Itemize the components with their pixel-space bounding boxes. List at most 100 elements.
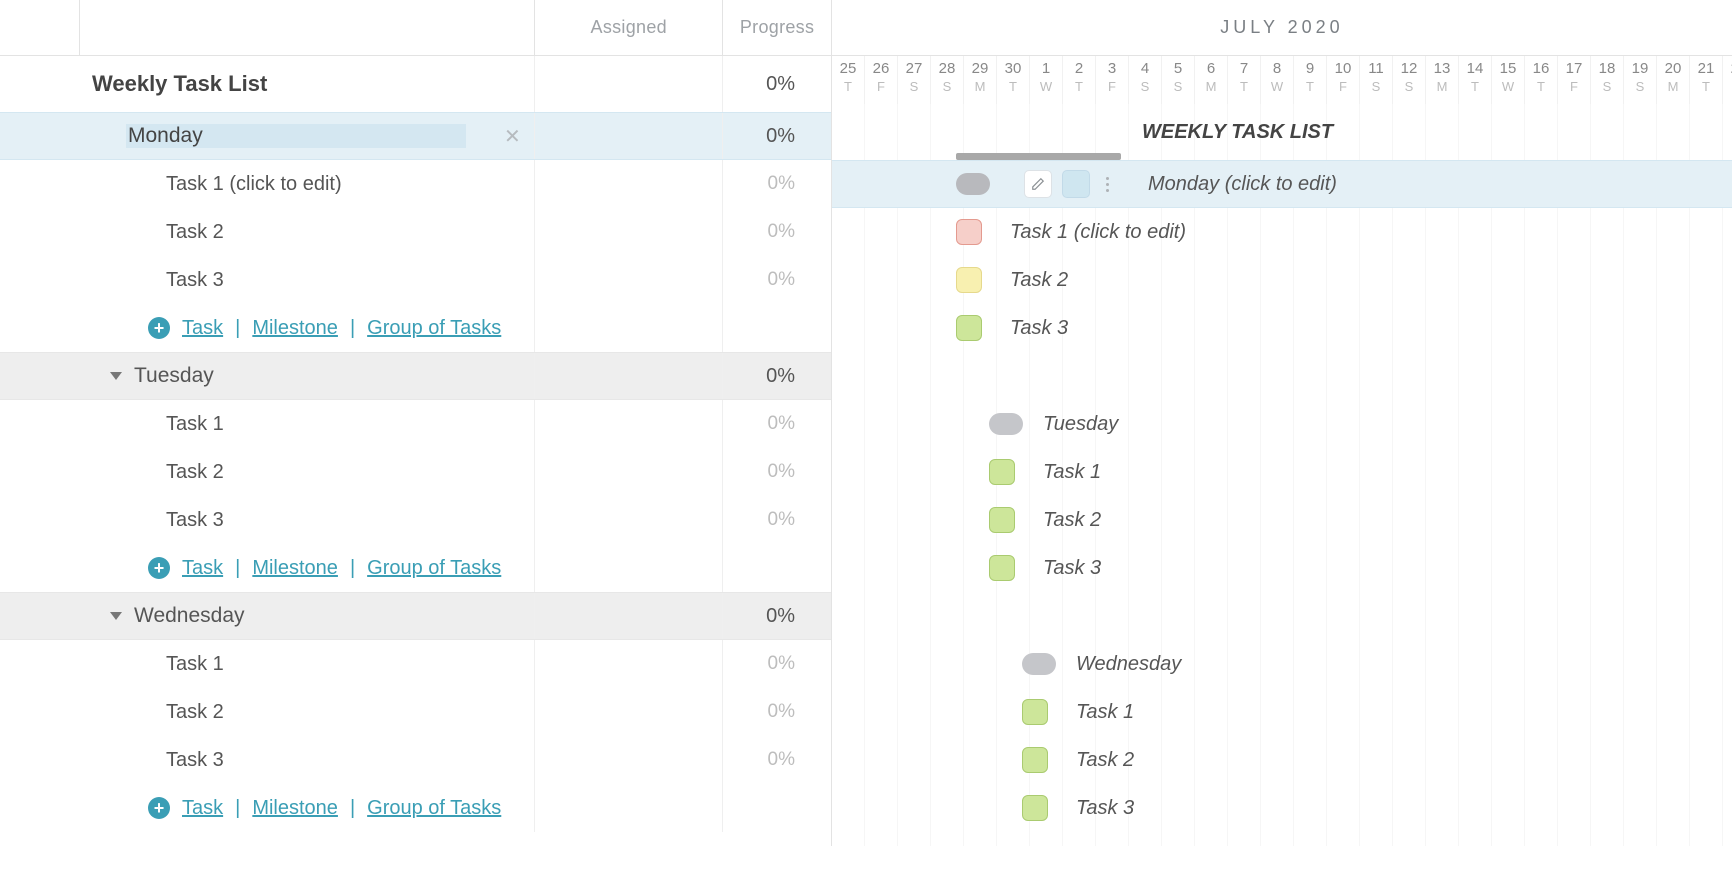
edit-button[interactable] <box>1024 170 1052 198</box>
date-cell[interactable]: 11S <box>1360 56 1393 104</box>
color-swatch[interactable] <box>1062 170 1090 198</box>
date-cell[interactable]: 21T <box>1690 56 1723 104</box>
task-progress: 0% <box>723 688 831 736</box>
task-progress: 0% <box>723 160 831 208</box>
task-name[interactable]: Task 2 <box>166 701 224 724</box>
add-milestone-link[interactable]: Milestone <box>252 797 338 820</box>
task-name[interactable]: Task 1 <box>166 653 224 676</box>
close-icon[interactable]: ✕ <box>504 124 521 149</box>
task-name[interactable]: Task 2 <box>166 461 224 484</box>
add-milestone-link[interactable]: Milestone <box>252 317 338 340</box>
group-name[interactable]: Wednesday <box>134 604 245 628</box>
date-cell[interactable]: 17F <box>1558 56 1591 104</box>
task-name[interactable]: Task 3 <box>166 749 224 772</box>
gantt-header: JULY 2020 <box>832 0 1732 56</box>
task-bar[interactable] <box>989 459 1015 485</box>
column-assigned[interactable]: Assigned <box>535 0 723 55</box>
task-progress: 0% <box>723 208 831 256</box>
list-progress: 0% <box>723 56 831 112</box>
date-cell[interactable]: 1W <box>1030 56 1063 104</box>
add-milestone-link[interactable]: Milestone <box>252 557 338 580</box>
gantt-task-label[interactable]: Task 2 <box>1043 509 1101 532</box>
date-cell[interactable]: 19S <box>1624 56 1657 104</box>
date-cell[interactable]: 14T <box>1459 56 1492 104</box>
task-bar[interactable] <box>989 555 1015 581</box>
date-cell[interactable]: 13M <box>1426 56 1459 104</box>
add-task-link[interactable]: Task <box>182 317 223 340</box>
task-name[interactable]: Task 1 <box>166 413 224 436</box>
date-cell[interactable]: 5S <box>1162 56 1195 104</box>
add-task-link[interactable]: Task <box>182 557 223 580</box>
group-pill[interactable] <box>956 173 990 195</box>
gantt-pane: JULY 2020 25T26F27S28S29M30T1W2T3F4S5S6M… <box>832 0 1732 846</box>
task-bar[interactable] <box>1022 747 1048 773</box>
plus-icon[interactable]: + <box>148 797 170 819</box>
date-cell[interactable]: 4S <box>1129 56 1162 104</box>
task-bar[interactable] <box>1022 795 1048 821</box>
date-cell[interactable]: 10F <box>1327 56 1360 104</box>
date-cell[interactable]: 20M <box>1657 56 1690 104</box>
column-progress[interactable]: Progress <box>723 0 831 55</box>
date-scale: 25T26F27S28S29M30T1W2T3F4S5S6M7T8W9T10F1… <box>832 56 1732 104</box>
task-name[interactable]: Task 1 (click to edit) <box>166 173 342 196</box>
caret-down-icon[interactable] <box>110 612 122 620</box>
date-cell[interactable]: 12S <box>1393 56 1426 104</box>
task-name[interactable]: Task 3 <box>166 509 224 532</box>
gantt-group-label[interactable]: Wednesday <box>1076 653 1181 676</box>
group-name-input[interactable] <box>126 124 466 148</box>
task-bar[interactable] <box>956 315 982 341</box>
task-bar[interactable] <box>1022 699 1048 725</box>
date-cell[interactable]: 27S <box>898 56 931 104</box>
gantt-group-label[interactable]: Monday (click to edit) <box>1148 173 1337 196</box>
caret-down-icon[interactable] <box>110 372 122 380</box>
add-group-link[interactable]: Group of Tasks <box>367 557 501 580</box>
date-cell[interactable]: 7T <box>1228 56 1261 104</box>
group-pill[interactable] <box>1022 653 1056 675</box>
task-progress: 0% <box>723 400 831 448</box>
task-progress: 0% <box>723 448 831 496</box>
date-cell[interactable]: 8W <box>1261 56 1294 104</box>
month-label: JULY 2020 <box>1220 17 1343 38</box>
task-bar[interactable] <box>956 219 982 245</box>
more-menu-icon[interactable] <box>1100 177 1115 192</box>
date-cell[interactable]: 29M <box>964 56 997 104</box>
date-cell[interactable]: 25T <box>832 56 865 104</box>
add-task-link[interactable]: Task <box>182 797 223 820</box>
gantt-task-label[interactable]: Task 3 <box>1010 317 1068 340</box>
column-name <box>0 0 535 55</box>
plus-icon[interactable]: + <box>148 557 170 579</box>
date-cell[interactable]: 18S <box>1591 56 1624 104</box>
add-group-link[interactable]: Group of Tasks <box>367 317 501 340</box>
gantt-task-label[interactable]: Task 1 <box>1076 701 1134 724</box>
date-cell[interactable]: 28S <box>931 56 964 104</box>
group-name[interactable]: Tuesday <box>134 364 214 388</box>
gantt-task-label[interactable]: Task 1 <box>1043 461 1101 484</box>
task-bar[interactable] <box>956 267 982 293</box>
date-cell[interactable]: 22W <box>1723 56 1732 104</box>
summary-bar[interactable] <box>956 153 1121 160</box>
gantt-task-label[interactable]: Task 3 <box>1043 557 1101 580</box>
gantt-task-label[interactable]: Task 2 <box>1076 749 1134 772</box>
date-cell[interactable]: 26F <box>865 56 898 104</box>
date-cell[interactable]: 9T <box>1294 56 1327 104</box>
date-cell[interactable]: 16T <box>1525 56 1558 104</box>
task-name[interactable]: Task 2 <box>166 221 224 244</box>
list-title[interactable]: Weekly Task List <box>0 71 267 97</box>
gantt-task-label[interactable]: Task 2 <box>1010 269 1068 292</box>
group-pill[interactable] <box>989 413 1023 435</box>
gantt-task-label[interactable]: Task 1 (click to edit) <box>1010 221 1186 244</box>
add-group-link[interactable]: Group of Tasks <box>367 797 501 820</box>
date-cell[interactable]: 30T <box>997 56 1030 104</box>
plus-icon[interactable]: + <box>148 317 170 339</box>
task-progress: 0% <box>723 256 831 304</box>
task-bar[interactable] <box>989 507 1015 533</box>
task-name[interactable]: Task 3 <box>166 269 224 292</box>
gantt-group-label[interactable]: Tuesday <box>1043 413 1118 436</box>
task-progress: 0% <box>723 736 831 784</box>
date-cell[interactable]: 3F <box>1096 56 1129 104</box>
date-cell[interactable]: 6M <box>1195 56 1228 104</box>
gantt-task-label[interactable]: Task 3 <box>1076 797 1134 820</box>
date-cell[interactable]: 2T <box>1063 56 1096 104</box>
task-progress: 0% <box>723 640 831 688</box>
date-cell[interactable]: 15W <box>1492 56 1525 104</box>
